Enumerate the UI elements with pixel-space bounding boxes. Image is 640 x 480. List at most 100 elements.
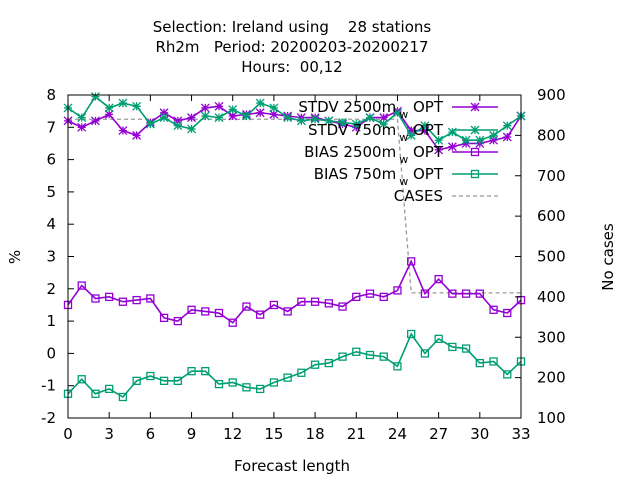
data-point-star [461,135,471,145]
series-line [67,105,522,151]
data-point-square [475,358,484,368]
data-point-square [77,375,86,384]
data-point-star [214,101,224,111]
data-point-square [77,281,86,290]
title-line-1: Selection: Ireland using 28 stations [153,18,432,36]
y2-tick-label: 500 [537,248,566,266]
legend-label: CASES [394,187,443,205]
legend-entry: CASES [394,187,498,205]
data-point-star [200,111,210,121]
data-point-square [159,376,169,386]
series-line [67,332,522,399]
data-point-square [324,299,333,308]
data-point-square [352,292,361,302]
x-tick-label: 9 [187,425,197,443]
legend-entry: STDV 2500m w OPT [298,98,498,121]
plot-frame [67,94,522,419]
series-3 [63,329,526,402]
data-point-star [351,119,361,129]
data-point-square [310,297,320,306]
data-point-star [173,121,183,131]
y2-tick-label: 600 [537,207,566,225]
data-point-square [393,286,402,295]
data-point-star [420,121,430,131]
data-point-star [447,127,457,137]
data-point-square [434,334,443,344]
data-point-square [91,294,100,303]
legend-label: STDV 2500m w OPT [298,98,443,121]
data-point-star [118,126,128,135]
data-point-square [338,352,347,361]
data-point-square [448,342,457,352]
data-point-square [393,362,402,371]
data-point-square [105,384,114,394]
data-point-star [145,119,155,129]
y2-tick-label: 700 [537,167,566,185]
x-tick-label: 3 [104,425,114,443]
data-point-star [255,98,265,108]
data-point-square [310,360,320,369]
data-point-star [241,111,251,121]
data-point-square [187,367,196,376]
data-point-star [420,126,430,135]
data-point-square [297,368,306,377]
x-tick-label: 0 [63,425,73,443]
data-point-square [283,307,292,316]
data-point-star [77,113,87,123]
data-point-star [434,135,444,145]
data-point-square [365,350,375,360]
series-line [67,95,522,142]
data-point-star [187,124,197,134]
data-point-square [173,316,182,326]
data-point-square [269,300,279,310]
y-tick-label: 2 [46,280,56,298]
data-point-star [502,132,512,142]
y-axis-label: % [6,250,24,264]
data-point-star [502,121,512,131]
data-point-star [200,103,210,113]
x-tick-label: 27 [429,425,448,443]
data-point-square [324,358,333,368]
data-point-star [159,108,169,118]
chart-title: Selection: Ireland using 28 stations Rh2… [153,18,432,76]
x-tick-label: 33 [511,425,530,443]
data-point-star [310,114,320,124]
y2-tick-label: 800 [537,126,566,144]
data-point-square [489,357,498,366]
data-point-square [461,289,471,298]
data-point-square [214,379,224,389]
data-point-star [406,126,416,135]
legend-label: BIAS 2500m w OPT [304,143,444,166]
data-point-star [475,135,485,145]
data-point-star [173,116,183,126]
data-point-square [256,310,265,319]
data-point-star [392,108,402,118]
data-point-star [187,113,197,123]
data-point-square [503,308,512,318]
data-point-square [242,302,251,311]
data-point-square [146,371,155,381]
y-tick-label: 1 [46,312,56,330]
series-line [67,259,522,324]
data-point-square [338,302,347,311]
data-point-star [269,103,279,113]
data-point-star [379,113,389,123]
x-tick-label: 18 [306,425,325,443]
series-2 [63,257,526,327]
y2-tick-label: 400 [537,288,566,306]
data-point-star [269,109,279,119]
data-point-square [242,383,251,392]
data-point-star [159,113,169,123]
y-tick-label: -2 [41,409,56,427]
data-point-square [91,389,100,398]
data-point-star [489,130,499,140]
data-point-star [470,125,480,135]
data-point-star [132,101,142,111]
data-point-star [447,142,457,152]
y2-tick-label: 300 [537,328,566,346]
plot-series-layer [63,92,526,402]
data-point-square [118,392,128,402]
data-point-square [214,308,224,318]
data-point-star [104,109,114,119]
